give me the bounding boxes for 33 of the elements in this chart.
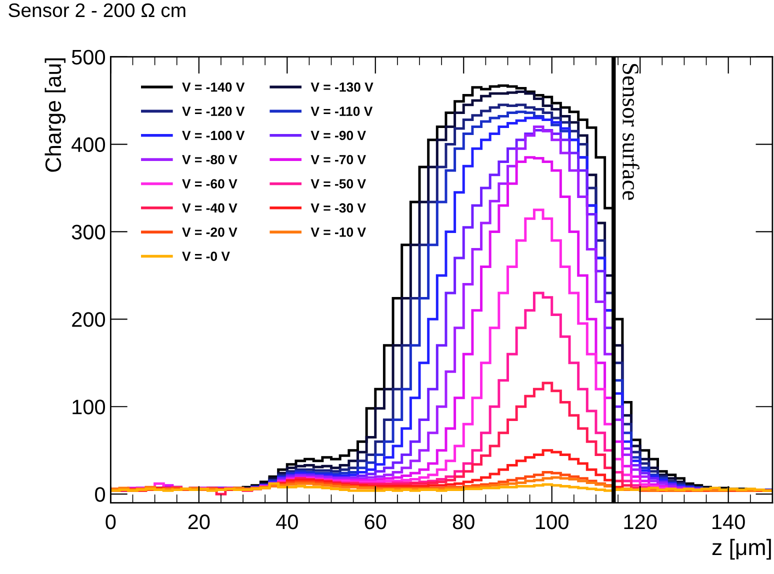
x-tick-label: 140 <box>712 514 745 530</box>
legend-label: V = -140 V <box>182 82 245 92</box>
y-axis-title: Charge [au] <box>44 58 66 172</box>
x-tick-label: 60 <box>364 514 386 530</box>
legend-label: V = -120 V <box>182 106 245 116</box>
legend-label: V = -100 V <box>182 130 245 140</box>
chart-title: Sensor 2 - 200 Ω cm <box>8 3 186 18</box>
ref-line-label: Sensor surface <box>622 64 640 200</box>
legend-label: V = -70 V <box>310 154 366 164</box>
x-tick-label: 100 <box>536 514 568 530</box>
x-tick-label: 20 <box>188 514 210 530</box>
x-tick-label: 40 <box>276 514 298 530</box>
x-tick-label: 0 <box>106 514 116 530</box>
legend-label: V = -110 V <box>310 106 373 116</box>
x-tick-label: 80 <box>452 514 474 530</box>
legend-label: V = -50 V <box>310 179 366 188</box>
x-axis-title: z [μm] <box>712 538 771 560</box>
x-tick-label: 120 <box>624 514 657 530</box>
y-tick-label: 200 <box>72 312 106 327</box>
legend-label: V = -40 V <box>182 203 238 213</box>
legend-label: V = -90 V <box>310 130 366 140</box>
legend-label: V = -30 V <box>310 203 366 213</box>
legend-label: V = -0 V <box>182 252 230 261</box>
y-tick-label: 100 <box>72 400 106 414</box>
legend-label: V = -80 V <box>182 154 238 164</box>
y-tick-label: 0 <box>95 487 106 502</box>
legend-label: V = -10 V <box>310 227 366 237</box>
y-tick-label: 300 <box>72 224 106 240</box>
y-tick-label: 400 <box>72 137 106 152</box>
legend-label: V = -60 V <box>182 179 238 188</box>
y-tick-label: 500 <box>72 50 106 65</box>
legend-label: V = -20 V <box>182 227 238 237</box>
legend-label: V = -130 V <box>310 82 374 92</box>
